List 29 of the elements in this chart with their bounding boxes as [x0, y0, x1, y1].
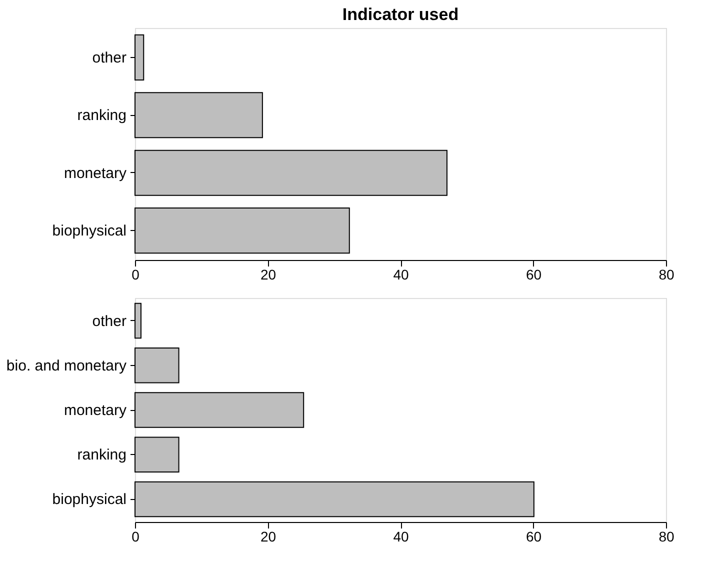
x-tick-label: 20	[260, 266, 276, 282]
x-tick-label: 0	[132, 266, 140, 282]
bar	[134, 34, 144, 80]
bar	[134, 150, 448, 196]
bar	[134, 481, 534, 518]
x-tick-label: 20	[260, 528, 276, 544]
y-tick-label: other	[92, 49, 126, 66]
x-tick-label: 40	[393, 266, 409, 282]
y-tick-label: ranking	[77, 446, 126, 464]
bar	[134, 302, 142, 339]
y-tick-label: biophysical	[52, 222, 126, 240]
y-tick-label: biophysical	[52, 491, 126, 508]
bar	[134, 436, 180, 473]
y-tick-label: other	[92, 312, 126, 330]
bar	[134, 92, 263, 138]
x-tick-label: 60	[526, 528, 542, 544]
bar	[134, 208, 350, 254]
x-tick-label: 40	[393, 528, 409, 544]
y-tick-label: monetary	[64, 402, 127, 419]
x-tick-label: 60	[526, 266, 542, 282]
y-tick-label: ranking	[77, 107, 126, 124]
y-tick-label: monetary	[64, 164, 127, 182]
x-tick-label: 80	[658, 528, 674, 544]
bar	[134, 392, 304, 428]
x-tick-label: 0	[132, 528, 140, 544]
x-tick-label: 80	[658, 266, 674, 282]
y-tick-label: bio. and monetary	[6, 357, 127, 374]
chart-title: Indicator used	[342, 5, 459, 24]
bar	[134, 347, 180, 384]
